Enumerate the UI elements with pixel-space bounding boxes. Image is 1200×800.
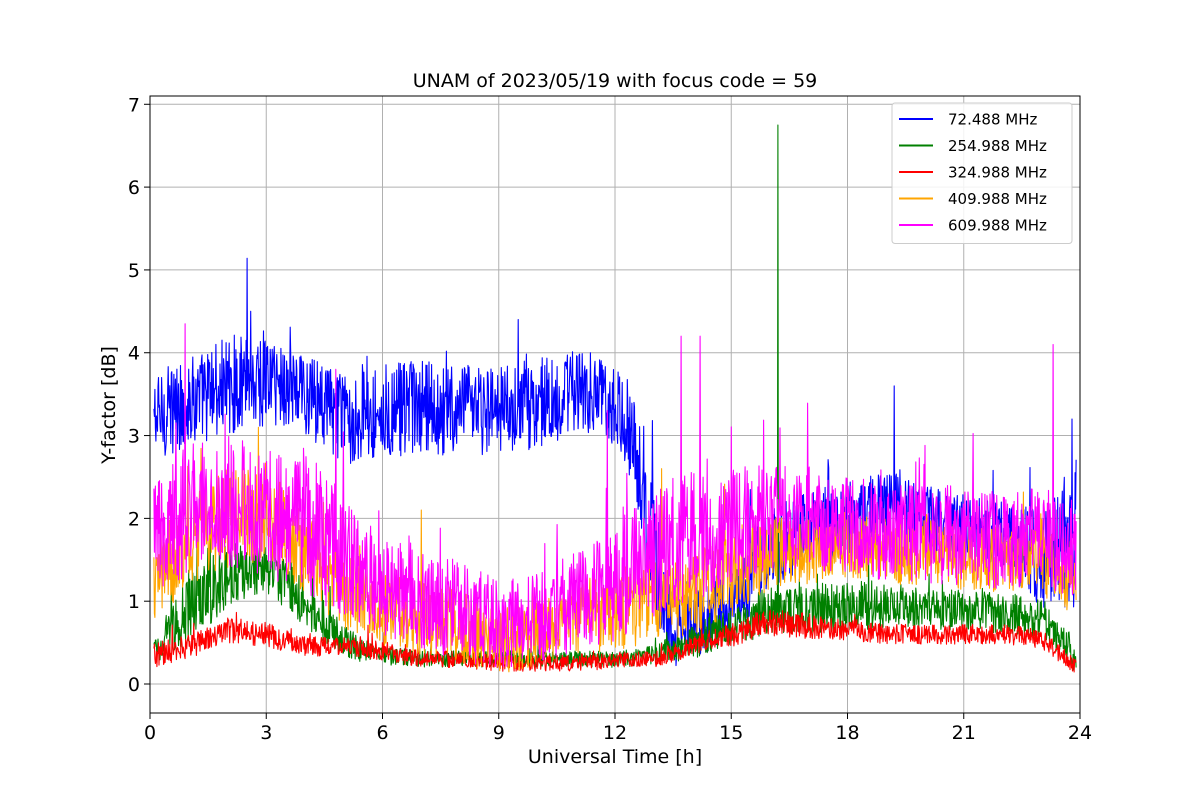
legend: 72.488 MHz 254.988 MHz 324.988 MHz 409.988 …	[891, 102, 1073, 244]
y-tick-label: 3	[128, 426, 140, 448]
y-tick-label: 6	[128, 177, 140, 199]
x-tick-label: 9	[493, 722, 505, 744]
y-axis-label: Y-factor [dB]	[98, 346, 120, 465]
y-tick-label: 4	[128, 343, 140, 365]
x-axis-label: Universal Time [h]	[528, 746, 702, 768]
y-tick-label: 7	[128, 94, 140, 116]
legend-label: 254.988 MHz	[948, 137, 1047, 155]
series-line	[153, 323, 1077, 668]
x-axis: 0 3 6 9 12 15 18 21 24	[144, 713, 1092, 744]
x-tick-label: 0	[144, 722, 156, 744]
y-axis: 0 1 2 3 4 5 6 7	[128, 94, 150, 696]
legend-label: 324.988 MHz	[948, 164, 1047, 182]
x-tick-label: 24	[1068, 722, 1092, 744]
y-tick-label: 2	[128, 508, 140, 530]
y-tick-label: 5	[128, 260, 140, 282]
legend-label: 609.988 MHz	[948, 217, 1047, 235]
series-line	[153, 609, 1077, 673]
x-tick-label: 12	[603, 722, 627, 744]
x-tick-label: 6	[376, 722, 388, 744]
x-tick-label: 21	[952, 722, 976, 744]
legend-label: 72.488 MHz	[948, 111, 1037, 129]
y-tick-label: 1	[128, 591, 140, 613]
legend-box	[891, 102, 1073, 244]
x-tick-label: 3	[260, 722, 272, 744]
x-tick-label: 18	[835, 722, 859, 744]
series-line	[153, 124, 1077, 671]
legend-label: 409.988 MHz	[948, 190, 1047, 208]
chart-title: UNAM of 2023/05/19 with focus code = 59	[413, 70, 818, 92]
y-tick-label: 0	[128, 674, 140, 696]
x-tick-label: 15	[719, 722, 743, 744]
plot-area	[153, 124, 1077, 673]
